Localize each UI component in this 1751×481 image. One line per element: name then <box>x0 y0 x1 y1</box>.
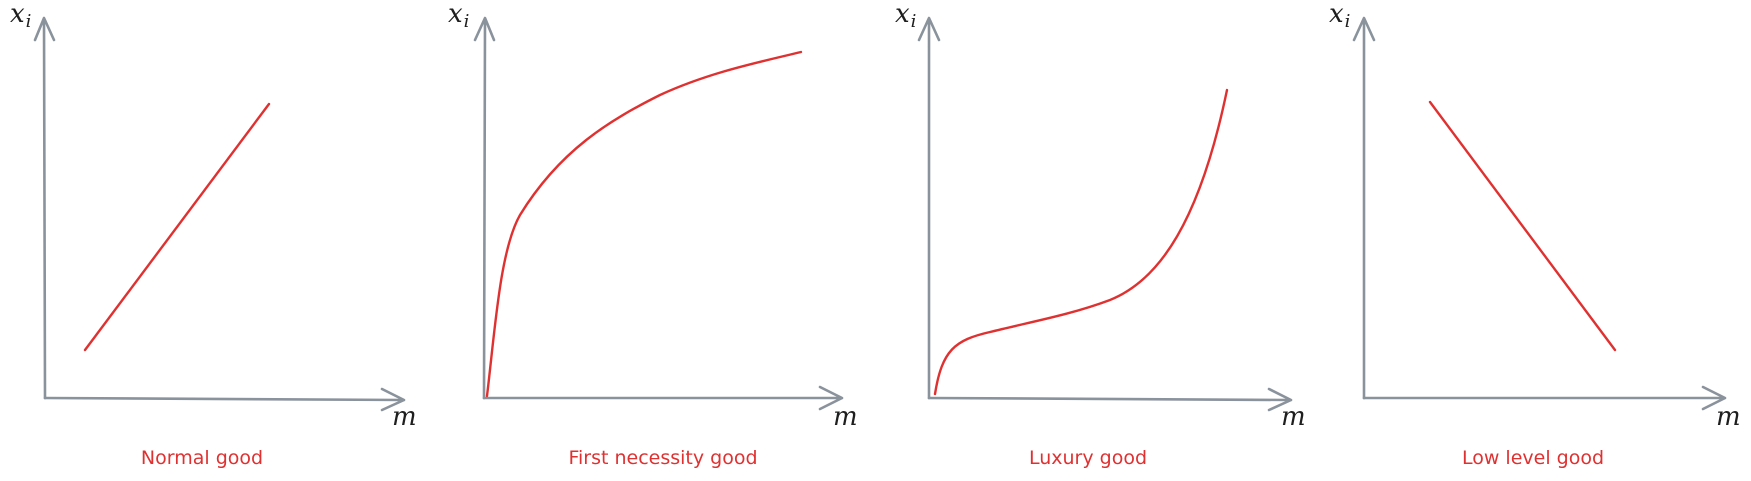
engel-curve-convex <box>933 88 1229 396</box>
panel-caption: Normal good <box>141 447 263 469</box>
panel-caption: First necessity good <box>568 447 757 469</box>
panel-first-necessity-good: xi m First necessity good <box>448 0 858 469</box>
y-axis-label: xi <box>10 0 31 32</box>
x-axis-label: m <box>1281 402 1306 432</box>
engel-curve-concave <box>485 50 803 398</box>
engel-curve-decreasing <box>1428 100 1617 352</box>
panel-low-level-good: xi m Low level good <box>1329 0 1741 469</box>
engel-curve-line <box>83 102 271 352</box>
y-axis-arrow <box>33 16 56 400</box>
x-axis-arrow <box>927 387 1293 412</box>
panel-caption: Luxury good <box>1029 447 1147 469</box>
x-axis-label: m <box>833 402 858 432</box>
x-axis-arrow <box>43 387 406 412</box>
panel-luxury-good: xi m Luxury good <box>895 0 1306 469</box>
y-axis-arrow <box>917 16 941 400</box>
panel-caption: Low level good <box>1462 447 1604 469</box>
panel-normal-good: xi m Normal good <box>10 0 417 469</box>
y-axis-arrow <box>1352 16 1376 400</box>
y-axis-label: xi <box>448 0 469 32</box>
x-axis-label: m <box>392 402 417 432</box>
y-axis-label: xi <box>1329 0 1350 32</box>
y-axis-label: xi <box>895 0 916 32</box>
x-axis-label: m <box>1716 402 1741 432</box>
y-axis-arrow <box>473 16 496 400</box>
x-axis-arrow <box>482 385 844 411</box>
x-axis-arrow <box>1362 385 1727 411</box>
